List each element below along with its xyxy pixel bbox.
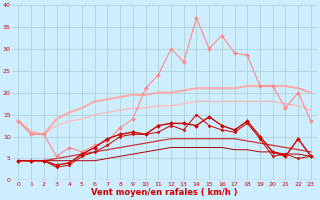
- X-axis label: Vent moyen/en rafales ( km/h ): Vent moyen/en rafales ( km/h ): [92, 188, 238, 197]
